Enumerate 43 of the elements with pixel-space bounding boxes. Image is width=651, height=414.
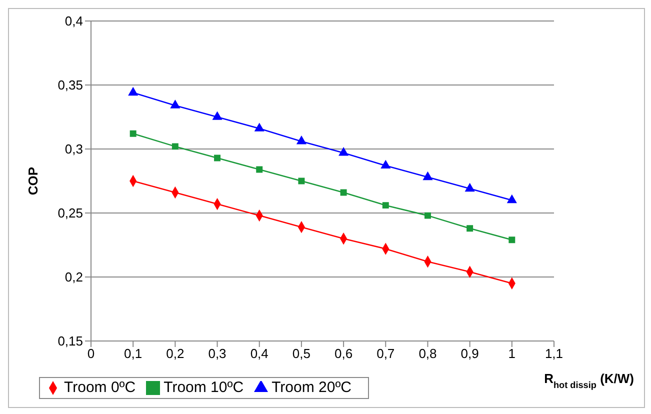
x-tick-label: 0 xyxy=(87,346,95,362)
point xyxy=(128,87,138,96)
x-tick-label: 1 xyxy=(508,346,516,362)
x-tick-label: 0,7 xyxy=(376,346,395,362)
point xyxy=(298,178,305,184)
point xyxy=(380,160,390,169)
y-tick-label: 0,4 xyxy=(64,14,83,29)
x-tick-label: 0,6 xyxy=(334,346,353,362)
x-tick-label: 1,1 xyxy=(544,346,564,362)
point xyxy=(130,130,136,137)
point xyxy=(507,194,517,204)
legend-label: Troom 0ºC xyxy=(64,379,136,396)
legend-label: Troom 10ºC xyxy=(164,379,244,396)
point xyxy=(382,202,389,209)
legend-label: Troom 20ºC xyxy=(272,379,352,396)
y-tick-label: 0,2 xyxy=(64,270,83,285)
x-tick-label: 0,3 xyxy=(208,346,226,362)
point xyxy=(214,154,221,162)
point xyxy=(508,236,516,244)
x-tick-label: 0,9 xyxy=(460,346,479,362)
point xyxy=(212,112,222,120)
x-tick-label: 0,5 xyxy=(292,346,310,362)
y-tick-label: 0,35 xyxy=(58,78,83,93)
point xyxy=(465,183,474,192)
x-tick-label: 0,4 xyxy=(250,346,268,362)
point xyxy=(424,212,431,219)
y-tick-label: 0,15 xyxy=(58,334,83,349)
point xyxy=(172,143,178,150)
point xyxy=(254,123,264,132)
point xyxy=(256,166,263,173)
point xyxy=(296,136,306,144)
x-tick-label: 0,1 xyxy=(124,346,142,362)
x-tick-label: 0,8 xyxy=(418,346,437,362)
point xyxy=(466,225,474,232)
point xyxy=(423,172,432,180)
y-tick-label: 0,25 xyxy=(58,206,83,221)
y-axis-title: COP xyxy=(26,166,41,196)
x-axis-title: R$_{hot dissip}$ (K/W) xyxy=(544,371,634,390)
y-tick-label: 0,3 xyxy=(64,142,83,157)
point xyxy=(170,100,180,108)
x-tick-label: 0,2 xyxy=(166,346,184,362)
point xyxy=(338,148,348,156)
point xyxy=(340,189,347,196)
